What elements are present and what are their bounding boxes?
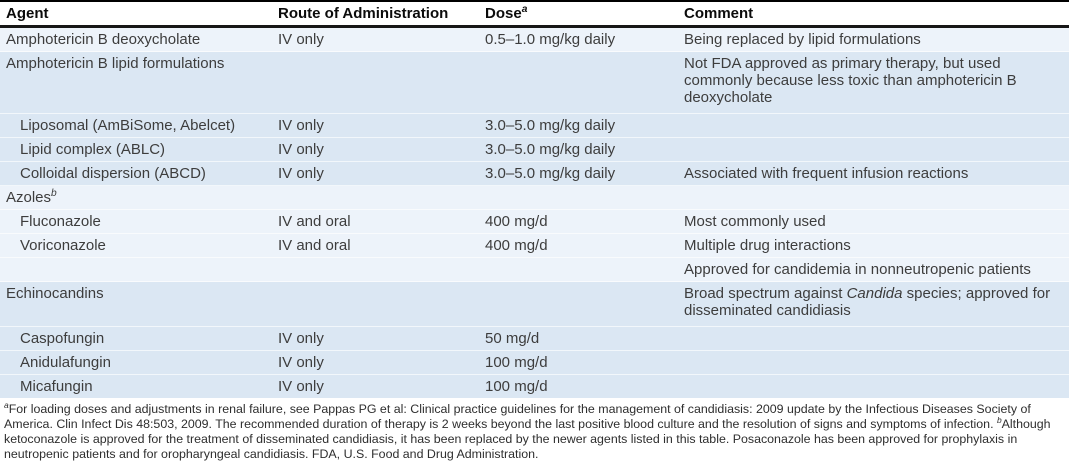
table-row: Liposomal (AmBiSome, Abelcet) IV only 3.0–… bbox=[0, 113, 1069, 138]
agent-cell: Amphotericin B lipid formulations bbox=[0, 51, 272, 114]
antifungal-agents-table: Agent Route of Administration Dosea Comm… bbox=[0, 0, 1069, 461]
dose-cell: 100 mg/d bbox=[479, 374, 678, 398]
route-cell bbox=[272, 51, 479, 114]
table-body: Amphotericin B deoxycholate IV only 0.5–1.… bbox=[0, 26, 1069, 398]
table-row: Echinocandins Broad spectrum against Cand… bbox=[0, 281, 1069, 327]
agent-cell: Azolesb bbox=[0, 185, 272, 210]
agent-cell: Fluconazole bbox=[0, 209, 272, 234]
table-row: Amphotericin B deoxycholate IV only 0.5–1.… bbox=[0, 26, 1069, 52]
dose-cell: 3.0–5.0 mg/kg daily bbox=[479, 161, 678, 186]
dose-cell: 400 mg/d bbox=[479, 209, 678, 234]
comment-cell: Associated with frequent infusion reacti… bbox=[678, 161, 1069, 186]
column-header-route: Route of Administration bbox=[272, 0, 479, 28]
agent-cell bbox=[0, 257, 272, 282]
agent-cell: Voriconazole bbox=[0, 233, 272, 258]
column-header-dose: Dosea bbox=[479, 0, 678, 28]
agent-cell: Colloidal dispersion (ABCD) bbox=[0, 161, 272, 186]
route-cell: IV and oral bbox=[272, 209, 479, 234]
table-row: Fluconazole IV and oral 400 mg/d Most commo… bbox=[0, 209, 1069, 234]
route-cell: IV only bbox=[272, 350, 479, 375]
route-cell bbox=[272, 185, 479, 210]
dose-cell bbox=[479, 257, 678, 282]
dose-cell: 3.0–5.0 mg/kg daily bbox=[479, 137, 678, 162]
dose-cell: 3.0–5.0 mg/kg daily bbox=[479, 113, 678, 138]
column-header-agent: Agent bbox=[0, 0, 272, 28]
header-row: Agent Route of Administration Dosea Comm… bbox=[0, 0, 1069, 28]
route-cell: IV only bbox=[272, 374, 479, 398]
table-header: Agent Route of Administration Dosea Comm… bbox=[0, 0, 1069, 28]
comment-cell: Approved for candidemia in nonneutropeni… bbox=[678, 257, 1069, 282]
agent-cell: Amphotericin B deoxycholate bbox=[0, 26, 272, 52]
dose-cell: 50 mg/d bbox=[479, 326, 678, 351]
comment-cell: Not FDA approved as primary therapy, but… bbox=[678, 51, 1069, 114]
table-row: Caspofungin IV only 50 mg/d bbox=[0, 326, 1069, 351]
agent-cell: Caspofungin bbox=[0, 326, 272, 351]
comment-cell bbox=[678, 350, 1069, 375]
dose-cell: 0.5–1.0 mg/kg daily bbox=[479, 26, 678, 52]
agent-cell: Micafungin bbox=[0, 374, 272, 398]
table-row: Anidulafungin IV only 100 mg/d bbox=[0, 350, 1069, 375]
route-cell: IV only bbox=[272, 113, 479, 138]
table-row: Lipid complex (ABLC) IV only 3.0–5.0 mg/kg… bbox=[0, 137, 1069, 162]
dose-cell bbox=[479, 185, 678, 210]
dose-cell bbox=[479, 51, 678, 114]
comment-cell bbox=[678, 113, 1069, 138]
route-cell: IV only bbox=[272, 161, 479, 186]
table-row: Amphotericin B lipid formulations Not FDA… bbox=[0, 51, 1069, 114]
table-row: Voriconazole IV and oral 400 mg/d Multiple … bbox=[0, 233, 1069, 258]
column-header-comment: Comment bbox=[678, 0, 1069, 28]
comment-cell: Most commonly used bbox=[678, 209, 1069, 234]
route-cell: IV only bbox=[272, 326, 479, 351]
comment-cell bbox=[678, 326, 1069, 351]
agents-data-table: Agent Route of Administration Dosea Comm… bbox=[0, 0, 1069, 398]
route-cell: IV and oral bbox=[272, 233, 479, 258]
table-row: Colloidal dispersion (ABCD) IV only 3.0–5.… bbox=[0, 161, 1069, 186]
route-cell bbox=[272, 257, 479, 282]
comment-cell: Multiple drug interactions bbox=[678, 233, 1069, 258]
agent-cell: Anidulafungin bbox=[0, 350, 272, 375]
comment-cell bbox=[678, 137, 1069, 162]
table-row: Azolesb bbox=[0, 185, 1069, 210]
table-row: Approved for candidemia in nonneutropeni… bbox=[0, 257, 1069, 282]
comment-cell bbox=[678, 185, 1069, 210]
dose-cell bbox=[479, 281, 678, 327]
comment-cell: Broad spectrum against Candida species; … bbox=[678, 281, 1069, 327]
comment-cell: Being replaced by lipid formulations bbox=[678, 26, 1069, 52]
route-cell bbox=[272, 281, 479, 327]
agent-cell: Echinocandins bbox=[0, 281, 272, 327]
dose-cell: 100 mg/d bbox=[479, 350, 678, 375]
agent-cell: Liposomal (AmBiSome, Abelcet) bbox=[0, 113, 272, 138]
comment-cell bbox=[678, 374, 1069, 398]
route-cell: IV only bbox=[272, 26, 479, 52]
table-row: Micafungin IV only 100 mg/d bbox=[0, 374, 1069, 398]
agent-cell: Lipid complex (ABLC) bbox=[0, 137, 272, 162]
route-cell: IV only bbox=[272, 137, 479, 162]
table-footnote: aFor loading doses and adjustments in re… bbox=[4, 399, 1051, 461]
dose-cell: 400 mg/d bbox=[479, 233, 678, 258]
